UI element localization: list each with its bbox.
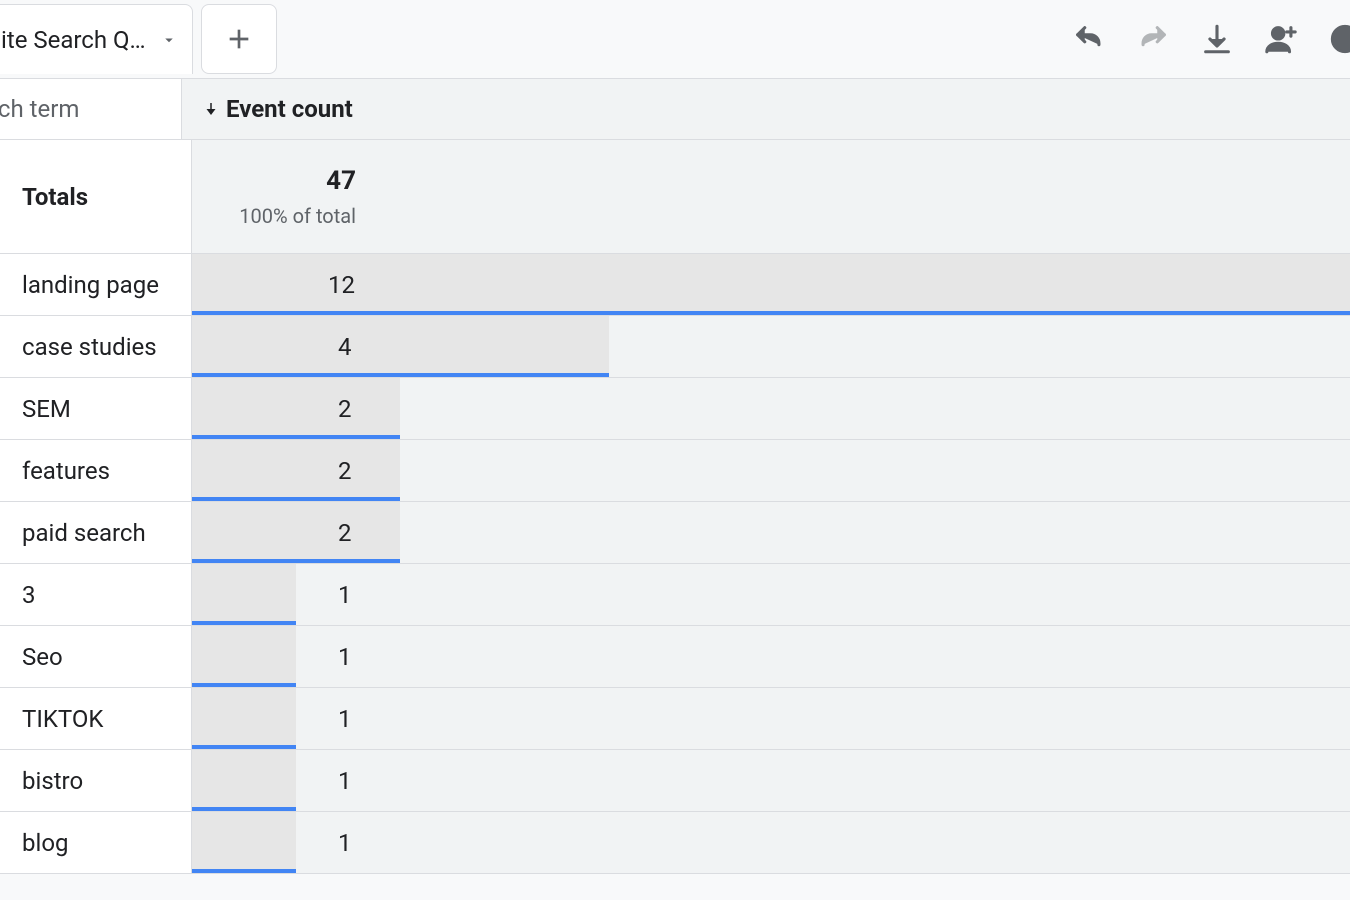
table-row[interactable]: paid search 2 <box>0 502 1350 564</box>
redo-icon <box>1136 22 1170 56</box>
term-cell: blog <box>0 812 192 873</box>
bar <box>192 626 296 687</box>
totals-value: 47 <box>326 166 356 196</box>
term-cell: features <box>0 440 192 501</box>
chevron-down-icon[interactable] <box>160 31 178 49</box>
metric-value: 2 <box>338 457 352 485</box>
bar <box>192 812 296 873</box>
metric-cell: 2 <box>192 378 1350 439</box>
term-cell: TIKTOK <box>0 688 192 749</box>
table-row[interactable]: bistro 1 <box>0 750 1350 812</box>
metric-value: 1 <box>338 705 352 733</box>
table-row[interactable]: 31 <box>0 564 1350 626</box>
undo-icon <box>1072 22 1106 56</box>
metric-cell: 4 <box>192 316 1350 377</box>
bar <box>192 750 296 811</box>
table-row[interactable]: case studies 4 <box>0 316 1350 378</box>
table-row[interactable]: Seo 1 <box>0 626 1350 688</box>
term-cell: bistro <box>0 750 192 811</box>
table-row[interactable]: blog 1 <box>0 812 1350 874</box>
bar <box>192 316 609 377</box>
bar <box>192 688 296 749</box>
metric-cell: 1 <box>192 688 1350 749</box>
circle-icon <box>1328 22 1350 56</box>
totals-spacer <box>364 140 1350 253</box>
metric-value: 1 <box>338 829 352 857</box>
term-cell: paid search <box>0 502 192 563</box>
column-headers: rch term Event count <box>0 78 1350 140</box>
table-row[interactable]: TIKTOK 1 <box>0 688 1350 750</box>
dimension-header[interactable]: rch term <box>0 79 182 139</box>
metric-cell: 1 <box>192 626 1350 687</box>
metric-header-label: Event count <box>226 95 353 123</box>
metric-cell: 2 <box>192 440 1350 501</box>
table-row[interactable]: SEM 2 <box>0 378 1350 440</box>
term-cell: 3 <box>0 564 192 625</box>
redo-button[interactable] <box>1134 20 1172 58</box>
toolbar: ite Search Q… <box>0 0 1350 78</box>
share-button[interactable] <box>1262 20 1300 58</box>
bar <box>192 440 400 501</box>
toolbar-actions <box>1070 20 1342 58</box>
metric-value: 4 <box>338 333 352 361</box>
metric-value: 2 <box>338 395 352 423</box>
add-tab-button[interactable] <box>201 4 277 74</box>
term-cell: Seo <box>0 626 192 687</box>
metric-cell: 1 <box>192 750 1350 811</box>
metric-header[interactable]: Event count <box>182 79 1350 139</box>
table-row[interactable]: landing page 12 <box>0 254 1350 316</box>
undo-button[interactable] <box>1070 20 1108 58</box>
person-add-icon <box>1264 22 1298 56</box>
report-tab[interactable]: ite Search Q… <box>0 4 193 74</box>
metric-value: 12 <box>328 271 355 299</box>
data-rows: landing page12case studies4SEM2features2… <box>0 254 1350 874</box>
metric-value: 2 <box>338 519 352 547</box>
totals-label: Totals <box>0 140 192 253</box>
bar <box>192 564 296 625</box>
metric-value: 1 <box>338 581 352 609</box>
report-tab-title: ite Search Q… <box>1 26 146 54</box>
metric-cell: 2 <box>192 502 1350 563</box>
metric-cell: 1 <box>192 564 1350 625</box>
term-cell: SEM <box>0 378 192 439</box>
metric-value: 1 <box>338 767 352 795</box>
metric-value: 1 <box>338 643 352 671</box>
tabs: ite Search Q… <box>0 0 277 78</box>
download-button[interactable] <box>1198 20 1236 58</box>
sort-descending-icon <box>202 100 220 118</box>
metric-cell: 12 <box>192 254 1350 315</box>
totals-percent: 100% of total <box>239 204 356 228</box>
totals-value-cell: 47 100% of total <box>192 140 364 253</box>
bar <box>192 502 400 563</box>
metric-cell: 1 <box>192 812 1350 873</box>
bar <box>192 378 400 439</box>
table-row[interactable]: features 2 <box>0 440 1350 502</box>
bar <box>192 254 1350 315</box>
download-icon <box>1200 22 1234 56</box>
plus-icon <box>223 23 255 55</box>
term-cell: landing page <box>0 254 192 315</box>
totals-row: Totals 47 100% of total <box>0 140 1350 254</box>
term-cell: case studies <box>0 316 192 377</box>
more-button[interactable] <box>1326 20 1350 58</box>
